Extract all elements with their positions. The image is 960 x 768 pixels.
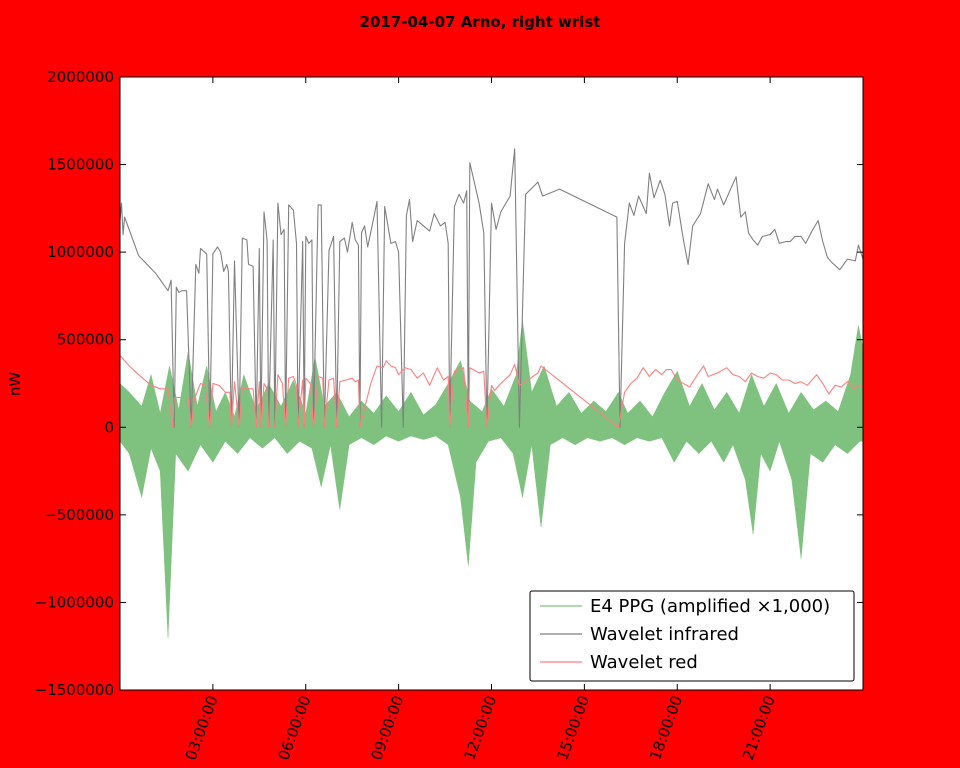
y-tick-label: 1000000 <box>47 243 114 261</box>
y-tick-label: −1500000 <box>35 681 114 699</box>
x-tick-label: 21:00:00 <box>739 693 779 762</box>
y-tick-label: −500000 <box>44 506 114 524</box>
x-tick-label: 18:00:00 <box>646 693 686 762</box>
y-tick-label: 0 <box>104 418 114 436</box>
x-tick-label: 09:00:00 <box>367 693 407 762</box>
series-layer <box>119 148 864 638</box>
y-tick-label: 2000000 <box>47 68 114 86</box>
x-tick-label: 15:00:00 <box>553 693 593 762</box>
x-tick-label: 06:00:00 <box>275 693 315 762</box>
y-axis: −1500000 −1000000 −500000 0 500000 1000000 150… <box>35 68 863 699</box>
series-wavelet-red-line <box>119 355 864 428</box>
series-wavelet-infrared-line <box>119 148 864 428</box>
series-ppg-envelope <box>119 320 864 638</box>
legend-label: E4 PPG (amplified ×1,000) <box>590 596 830 617</box>
legend: E4 PPG (amplified ×1,000) Wavelet infrare… <box>529 590 855 682</box>
y-tick-label: 1500000 <box>47 156 114 174</box>
legend-label: Wavelet red <box>590 652 698 673</box>
y-tick-label: −1000000 <box>35 593 114 611</box>
chart-title: 2017-04-07 Arno, right wrist <box>360 13 601 31</box>
y-tick-label: 500000 <box>57 331 114 349</box>
x-tick-label: 03:00:00 <box>182 693 222 762</box>
y-axis-label: nW <box>6 372 24 397</box>
x-tick-label: 12:00:00 <box>460 693 500 762</box>
legend-box <box>529 590 855 682</box>
legend-label: Wavelet infrared <box>590 624 739 645</box>
